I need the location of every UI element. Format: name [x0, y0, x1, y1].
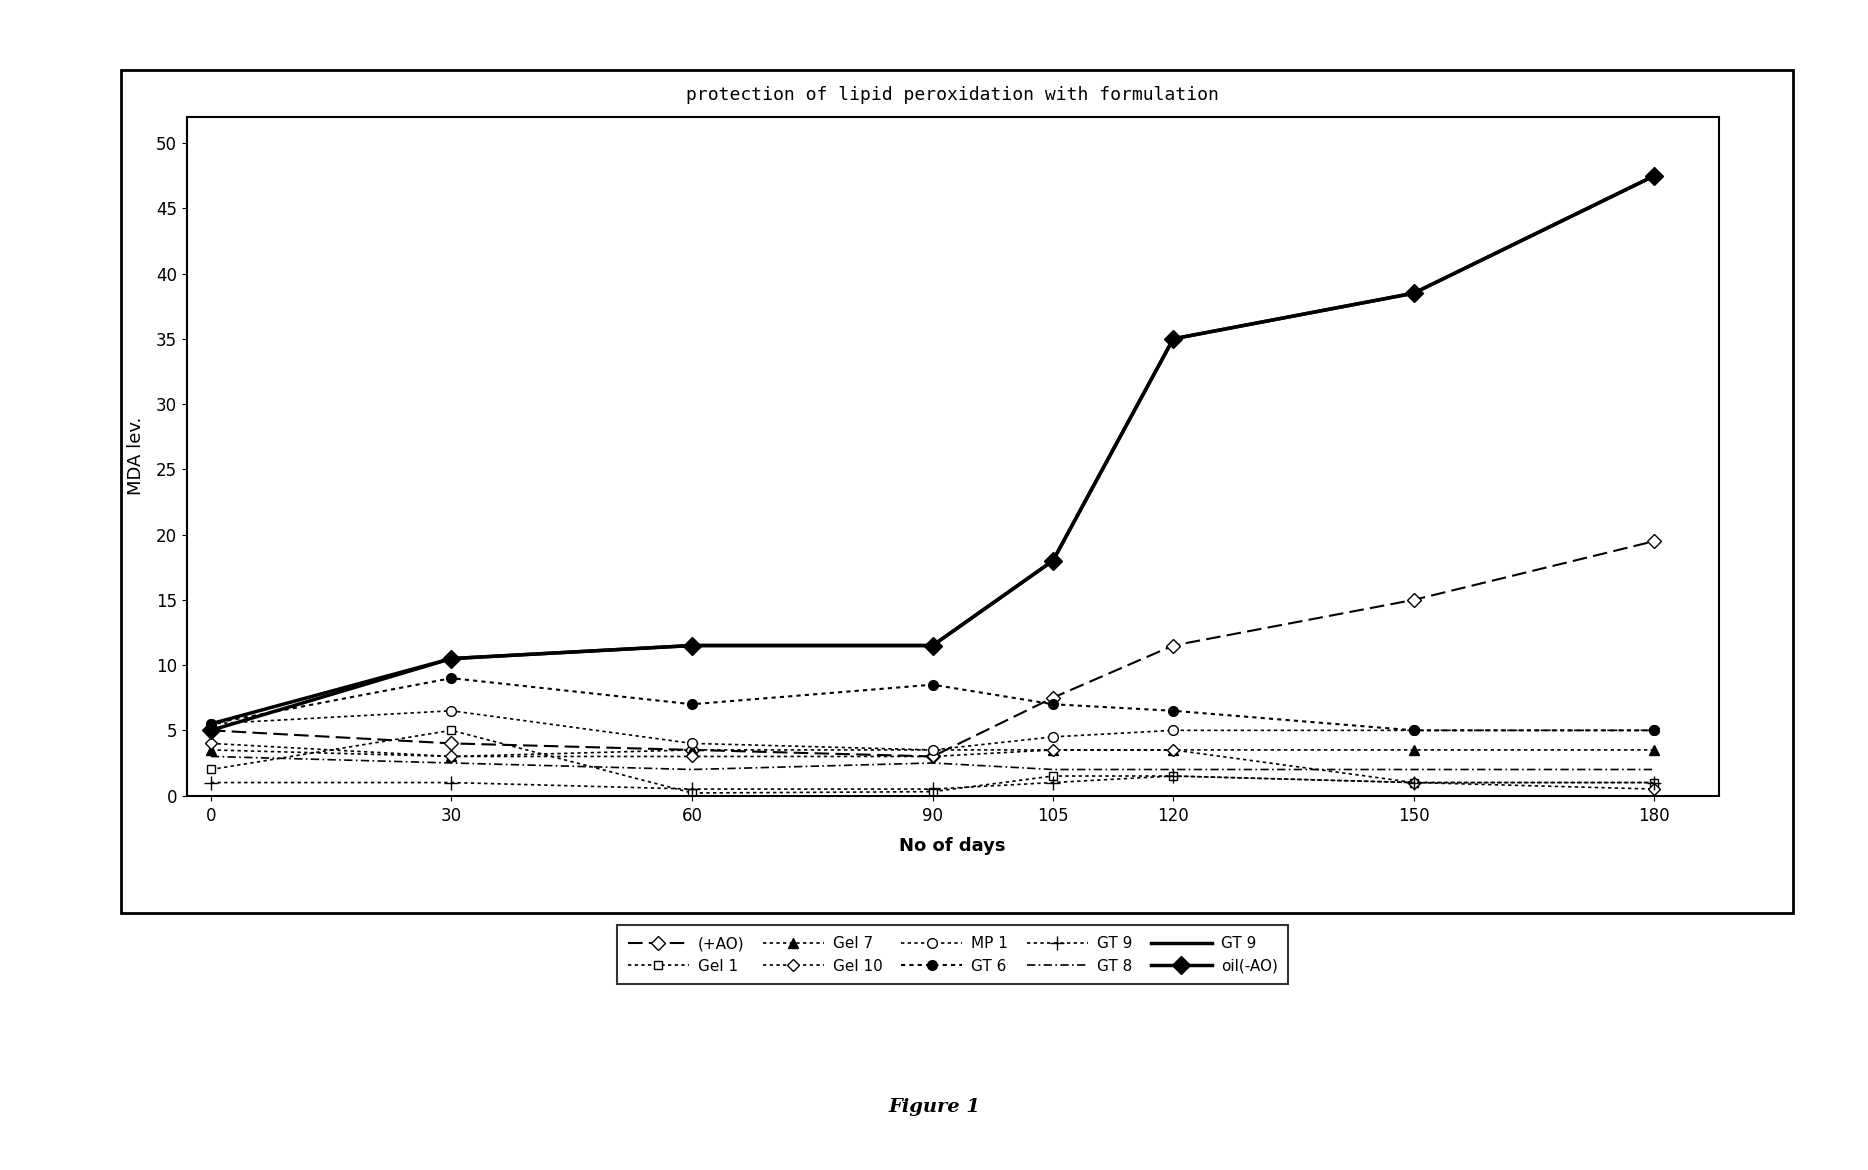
Y-axis label: MDA lev.: MDA lev.	[127, 418, 146, 495]
Gel 10	[441, 750, 463, 764]
Gel 7	[680, 743, 702, 757]
MP 1	[1403, 723, 1425, 737]
GT 9	[200, 717, 222, 731]
GT 9	[1403, 776, 1425, 790]
GT 6	[200, 717, 222, 731]
MP 1	[1644, 723, 1666, 737]
Gel 10	[1403, 776, 1425, 790]
GT 6	[1042, 697, 1065, 711]
Line: GT 9: GT 9	[211, 176, 1655, 724]
Line: Gel 1: Gel 1	[207, 727, 1659, 797]
GT 8	[921, 756, 943, 770]
oil(-AO)	[680, 639, 702, 653]
X-axis label: No of days: No of days	[899, 837, 1007, 854]
Gel 10	[680, 750, 702, 764]
Gel 7	[1042, 743, 1065, 757]
Line: GT 9: GT 9	[204, 769, 1661, 796]
oil(-AO)	[200, 723, 222, 737]
(+AO)	[441, 736, 463, 750]
oil(-AO)	[1162, 332, 1184, 346]
oil(-AO)	[1403, 287, 1425, 301]
MP 1	[1042, 730, 1065, 744]
Line: (+AO): (+AO)	[205, 536, 1659, 762]
oil(-AO)	[1042, 553, 1065, 567]
GT 8	[1042, 763, 1065, 777]
Gel 7	[441, 750, 463, 764]
GT 9	[921, 782, 943, 796]
Title: protection of lipid peroxidation with formulation: protection of lipid peroxidation with fo…	[686, 87, 1220, 104]
Gel 7	[921, 743, 943, 757]
GT 9	[441, 652, 463, 666]
(+AO)	[680, 743, 702, 757]
oil(-AO)	[1644, 168, 1666, 183]
GT 9	[680, 639, 702, 653]
Gel 7	[200, 743, 222, 757]
Gel 1	[921, 785, 943, 799]
MP 1	[680, 736, 702, 750]
GT 6	[680, 697, 702, 711]
GT 9	[680, 782, 702, 796]
(+AO)	[200, 723, 222, 737]
Gel 1	[441, 723, 463, 737]
GT 8	[200, 750, 222, 764]
Text: Figure 1: Figure 1	[887, 1097, 981, 1115]
Gel 10	[200, 736, 222, 750]
GT 9	[1162, 769, 1184, 783]
GT 6	[921, 677, 943, 691]
Gel 1	[680, 786, 702, 800]
(+AO)	[1042, 690, 1065, 704]
Line: GT 6: GT 6	[205, 673, 1659, 735]
Line: Gel 7: Gel 7	[205, 745, 1659, 762]
Gel 1	[1644, 776, 1666, 790]
Gel 1	[1042, 769, 1065, 783]
GT 6	[1162, 703, 1184, 717]
(+AO)	[1644, 534, 1666, 548]
Gel 10	[1042, 743, 1065, 757]
GT 9	[1403, 287, 1425, 301]
MP 1	[921, 743, 943, 757]
Gel 1	[200, 763, 222, 777]
GT 8	[441, 756, 463, 770]
oil(-AO)	[441, 652, 463, 666]
GT 9	[1042, 553, 1065, 567]
Line: MP 1: MP 1	[205, 706, 1659, 755]
Gel 10	[1644, 782, 1666, 796]
GT 8	[1403, 763, 1425, 777]
GT 8	[1162, 763, 1184, 777]
GT 9	[441, 776, 463, 790]
(+AO)	[1403, 593, 1425, 607]
(+AO)	[921, 750, 943, 764]
Gel 1	[1403, 776, 1425, 790]
GT 9	[1042, 776, 1065, 790]
MP 1	[441, 703, 463, 717]
GT 9	[200, 776, 222, 790]
Gel 10	[1162, 743, 1184, 757]
GT 8	[1644, 763, 1666, 777]
GT 8	[680, 763, 702, 777]
GT 6	[1403, 723, 1425, 737]
Gel 10	[921, 750, 943, 764]
Line: GT 8: GT 8	[211, 757, 1655, 770]
Gel 7	[1162, 743, 1184, 757]
Gel 7	[1644, 743, 1666, 757]
Gel 1	[1162, 769, 1184, 783]
GT 9	[921, 639, 943, 653]
GT 9	[1644, 776, 1666, 790]
GT 6	[1644, 723, 1666, 737]
MP 1	[200, 717, 222, 731]
GT 9	[1644, 168, 1666, 183]
Line: oil(-AO): oil(-AO)	[205, 170, 1661, 737]
Gel 7	[1403, 743, 1425, 757]
oil(-AO)	[921, 639, 943, 653]
(+AO)	[1162, 639, 1184, 653]
GT 6	[441, 672, 463, 686]
GT 9	[1162, 332, 1184, 346]
Line: Gel 10: Gel 10	[207, 739, 1659, 793]
MP 1	[1162, 723, 1184, 737]
Legend: (+AO), Gel 1, Gel 7, Gel 10, MP 1, GT 6, GT 9, GT 8, GT 9, oil(-AO): (+AO), Gel 1, Gel 7, Gel 10, MP 1, GT 6,…	[616, 925, 1289, 984]
